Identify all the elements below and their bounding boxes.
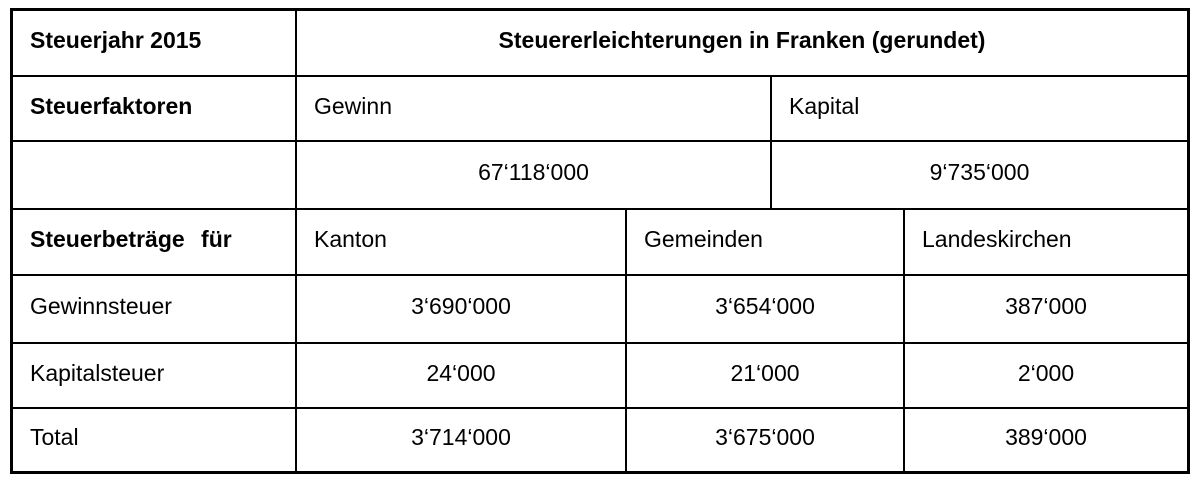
factors-row-label: Steuerfaktoren	[13, 77, 297, 140]
row-label-total: Total	[13, 409, 297, 471]
table-row-factors-header: Steuerfaktoren Gewinn Kapital	[13, 75, 1187, 140]
table-row-gewinnsteuer: Gewinnsteuer 3‘690‘000 3‘654‘000 387‘000	[13, 274, 1187, 342]
total-landeskirchen-value: 389‘000	[1005, 424, 1087, 451]
gewinnsteuer-kanton-value: 3‘690‘000	[297, 276, 627, 342]
table-row-amounts-header: Steuerbeträge für Kanton Gemeinden Lande…	[13, 208, 1187, 274]
table-row-factors-values: 67‘118‘000 9‘735‘000	[13, 140, 1187, 208]
kapitalsteuer-gemeinden-value: 21‘000	[627, 344, 905, 407]
tax-year-label: Steuerjahr 2015	[13, 11, 297, 75]
column-header-kanton: Kanton	[297, 210, 627, 274]
row-label-gewinnsteuer: Gewinnsteuer	[13, 276, 297, 342]
kapitalsteuer-landeskirchen-value: 2‘000	[1017, 359, 1075, 386]
kapitalsteuer-kanton-value: 24‘000	[297, 344, 627, 407]
column-header-kapital: Kapital	[789, 92, 860, 119]
column-header-gemeinden: Gemeinden	[627, 210, 905, 274]
gewinn-value: 67‘118‘000	[297, 142, 772, 208]
kapital-value: 9‘735‘000	[929, 159, 1030, 186]
row-label-kapitalsteuer: Kapitalsteuer	[13, 344, 297, 407]
column-header-landeskirchen: Landeskirchen	[922, 226, 1072, 253]
total-kanton-value: 3‘714‘000	[297, 409, 627, 471]
amounts-row-label: Steuerbeträge für	[13, 210, 297, 274]
table-row-header: Steuerjahr 2015 Steuererleichterungen in…	[13, 11, 1187, 75]
table-row-total: Total 3‘714‘000 3‘675‘000 389‘000	[13, 407, 1187, 471]
table-row-kapitalsteuer: Kapitalsteuer 24‘000 21‘000 2‘000	[13, 342, 1187, 407]
total-gemeinden-value: 3‘675‘000	[627, 409, 905, 471]
gewinnsteuer-landeskirchen-value: 387‘000	[1005, 293, 1087, 320]
tax-relief-table: Steuerjahr 2015 Steuererleichterungen in…	[10, 8, 1190, 474]
column-header-gewinn: Gewinn	[297, 77, 772, 140]
gewinnsteuer-gemeinden-value: 3‘654‘000	[627, 276, 905, 342]
table-title: Steuererleichterungen in Franken (gerund…	[498, 27, 986, 54]
factors-empty-cell	[13, 142, 297, 208]
